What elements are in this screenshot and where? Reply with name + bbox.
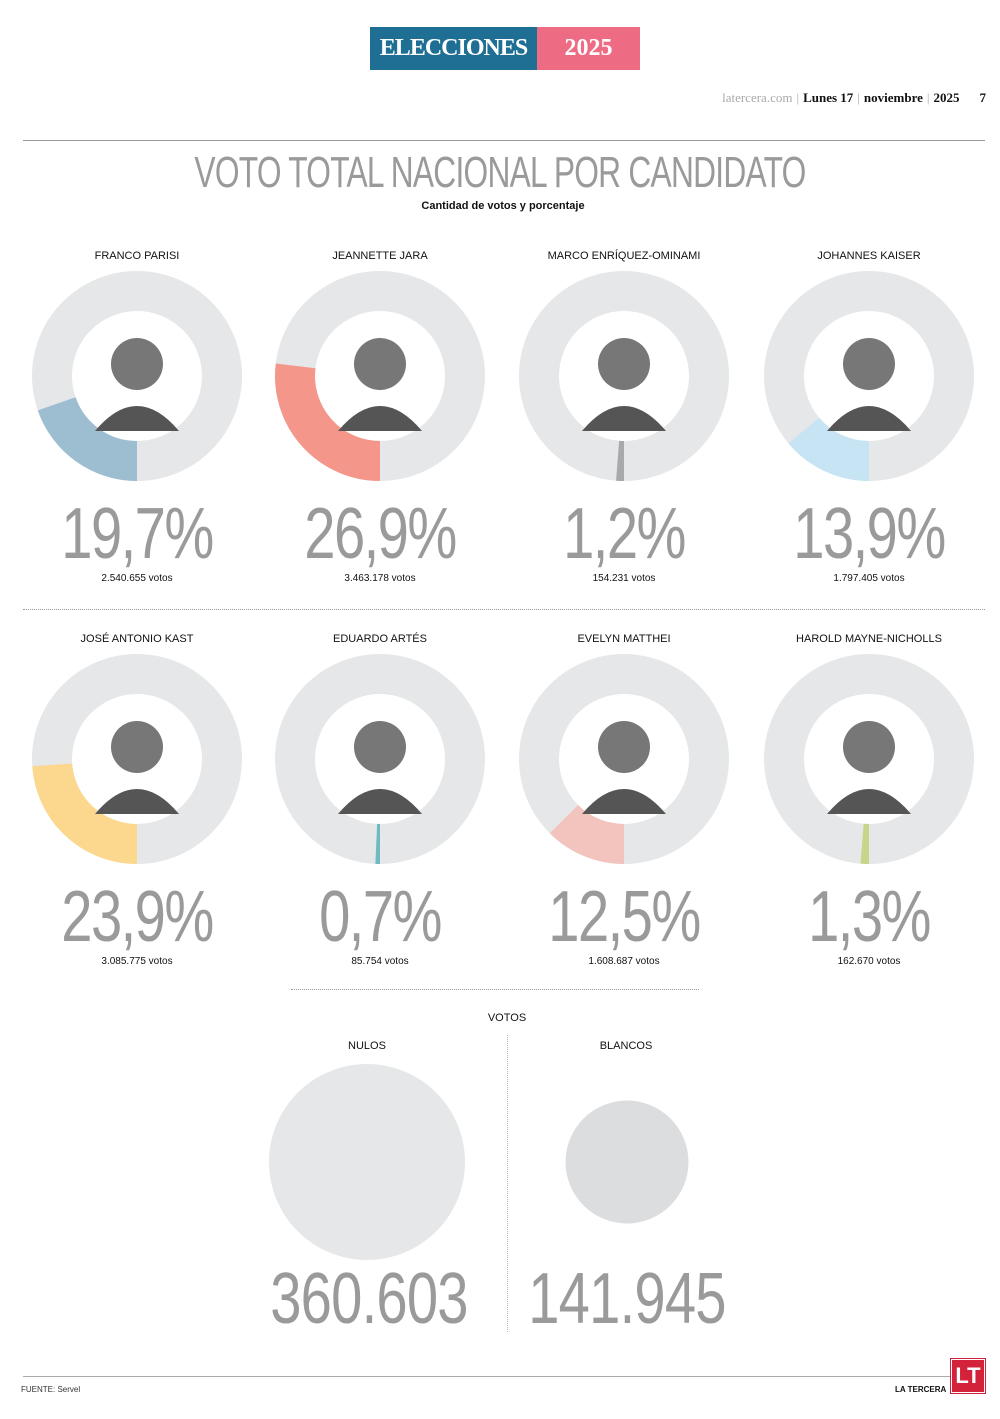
candidate-photo-head bbox=[598, 721, 650, 773]
banner-year: 2025 bbox=[537, 27, 640, 70]
candidate-photo-body bbox=[95, 406, 179, 431]
blancos-value: 141.945 bbox=[528, 1259, 726, 1339]
candidate-photo-head bbox=[598, 338, 650, 390]
date-year: 2025 bbox=[933, 90, 960, 105]
candidate-photo-head bbox=[111, 338, 163, 390]
row-divider bbox=[23, 609, 985, 610]
candidate-votes: 2.540.655 votos bbox=[101, 573, 173, 584]
banner-label: ELECCIONES bbox=[370, 27, 537, 70]
candidate-name: FRANCO PARISI bbox=[94, 250, 180, 262]
blancos-label: BLANCOS bbox=[599, 1040, 653, 1052]
candidate-pct: 1,3% bbox=[808, 877, 931, 957]
candidate-votes: 3.085.775 votos bbox=[101, 956, 173, 967]
donut-segment bbox=[275, 363, 381, 481]
brand-name: LA TERCERA bbox=[895, 1385, 947, 1394]
candidate-pct: 0,7% bbox=[319, 877, 442, 957]
candidate-pct: 13,9% bbox=[793, 494, 946, 574]
candidate-name: MARCO ENRÍQUEZ-OMINAMI bbox=[547, 250, 701, 262]
chart-title: VOTO TOTAL NACIONAL POR CANDIDATO bbox=[194, 148, 806, 197]
blancos-bubble bbox=[565, 1100, 689, 1224]
candidate-photo-head bbox=[354, 721, 406, 773]
candidate-name: JOSÉ ANTONIO KAST bbox=[80, 633, 194, 645]
candidate-photo-body bbox=[582, 789, 666, 814]
candidate-votes: 3.463.178 votos bbox=[344, 573, 416, 584]
candidate-pct: 12,5% bbox=[548, 877, 701, 957]
donut-segment bbox=[788, 417, 870, 481]
bottom-rule bbox=[23, 1376, 985, 1377]
candidate-photo-body bbox=[338, 789, 422, 814]
site-name: latercera.com bbox=[722, 90, 793, 105]
votes-heading: VOTOS bbox=[487, 1012, 527, 1024]
candidate-name: EDUARDO ARTÉS bbox=[333, 633, 427, 645]
candidate-pct: 23,9% bbox=[61, 877, 214, 957]
elections-banner: ELECCIONES 2025 bbox=[370, 27, 640, 70]
candidate-photo-body bbox=[338, 406, 422, 431]
candidate-votes: 1.797.405 votos bbox=[833, 573, 905, 584]
candidate-name: JOHANNES KAISER bbox=[817, 250, 921, 262]
donut-segment bbox=[37, 396, 138, 481]
date-day: Lunes 17 bbox=[803, 90, 854, 105]
source-note: FUENTE: Servel bbox=[21, 1385, 81, 1394]
candidate-photo-body bbox=[95, 789, 179, 814]
la-tercera-logo: LT bbox=[950, 1358, 986, 1394]
candidate-photo-head bbox=[843, 338, 895, 390]
date-month: noviembre bbox=[863, 90, 923, 105]
candidate-votes: 154.231 votos bbox=[592, 573, 656, 584]
nulos-label: NULOS bbox=[348, 1040, 386, 1052]
chart-subtitle: Cantidad de votos y porcentaje bbox=[421, 200, 585, 212]
candidate-photo-head bbox=[843, 721, 895, 773]
page-number: 7 bbox=[979, 90, 987, 105]
candidate-name: EVELYN MATTHEI bbox=[577, 633, 671, 645]
candidate-votes: 1.608.687 votos bbox=[588, 956, 660, 967]
donut-segment bbox=[549, 804, 625, 864]
nulos-value: 360.603 bbox=[270, 1259, 468, 1339]
candidate-pct: 1,2% bbox=[563, 494, 686, 574]
candidate-photo-head bbox=[354, 338, 406, 390]
candidate-photo-body bbox=[582, 406, 666, 431]
candidate-pct: 26,9% bbox=[304, 494, 457, 574]
dateline: latercera.com | Lunes 17 | noviembre | 2025 7 bbox=[722, 90, 987, 105]
candidate-photo-body bbox=[827, 789, 911, 814]
section-divider bbox=[291, 989, 699, 990]
top-rule bbox=[23, 140, 985, 141]
nulos-bubble bbox=[269, 1064, 465, 1260]
candidate-name: JEANNETTE JARA bbox=[332, 250, 428, 262]
candidate-votes: 162.670 votos bbox=[837, 956, 901, 967]
candidate-photo-head bbox=[111, 721, 163, 773]
votes-divider bbox=[507, 1035, 508, 1332]
candidate-photo-body bbox=[827, 406, 911, 431]
candidate-votes: 85.754 votos bbox=[351, 956, 409, 967]
candidate-pct: 19,7% bbox=[61, 494, 214, 574]
candidate-name: HAROLD MAYNE-NICHOLLS bbox=[796, 633, 942, 645]
donut-segment bbox=[32, 762, 138, 864]
